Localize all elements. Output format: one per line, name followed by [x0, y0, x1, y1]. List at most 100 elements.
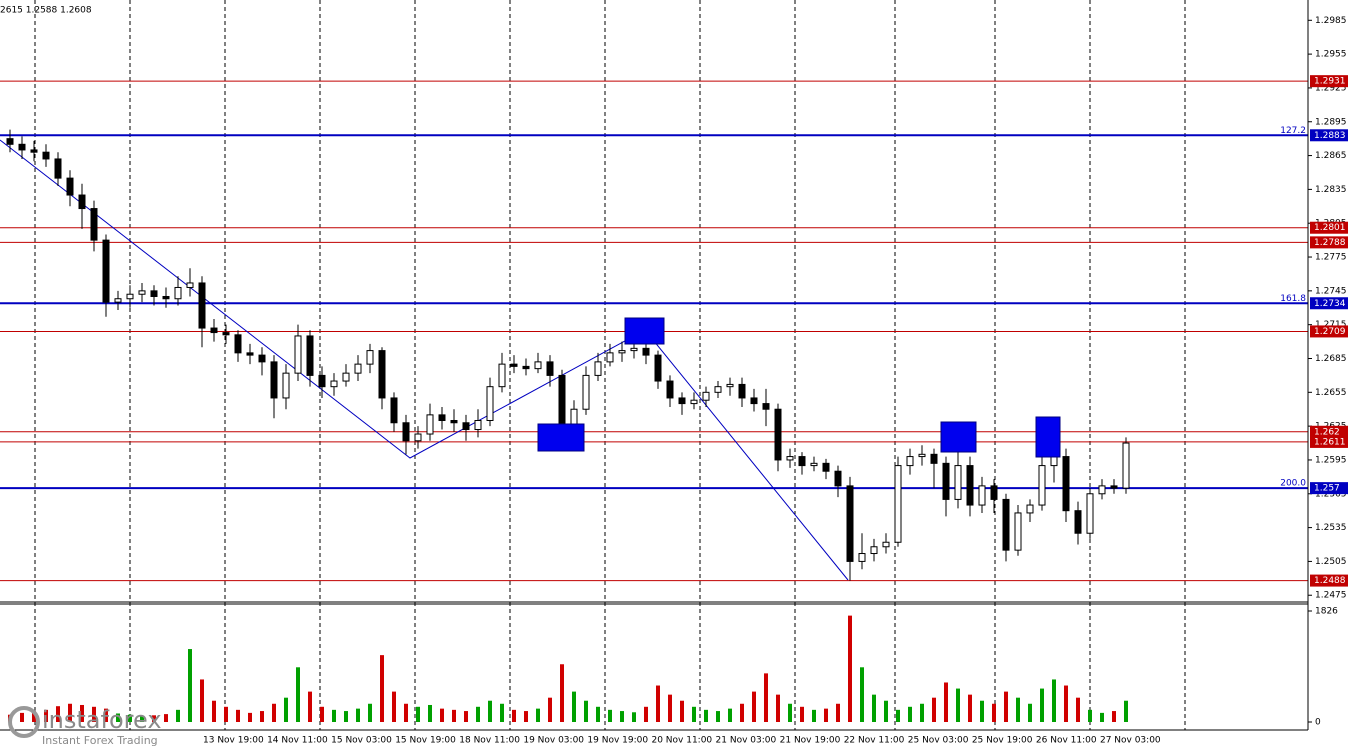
volume-bar: [188, 649, 192, 722]
fib-label: 127.2: [1280, 126, 1306, 136]
x-tick-label: 26 Nov 11:00: [1036, 736, 1097, 746]
volume-bar: [248, 712, 252, 722]
candle-body: [882, 541, 890, 548]
volume-bar: [500, 703, 504, 722]
x-tick-label: 21 Nov 19:00: [780, 736, 841, 746]
watermark-subtext: Instant Forex Trading: [42, 734, 158, 747]
candle-body: [666, 380, 674, 399]
candle-body: [510, 363, 518, 367]
y-tick-label: 1.2535: [1315, 523, 1347, 533]
volume-bar: [104, 708, 108, 722]
volume-bar: [452, 709, 456, 722]
level-label-box: [1310, 574, 1348, 587]
fib-label: 200.0: [1280, 479, 1306, 489]
volume-bar: [644, 706, 648, 722]
volume-bar: [176, 709, 180, 722]
x-tick-label: 27 Nov 03:00: [1100, 736, 1161, 746]
volume-bar: [716, 711, 720, 722]
volume-bar: [428, 704, 432, 722]
volume-bar: [164, 714, 168, 722]
candle-body: [966, 465, 974, 506]
candle-body: [450, 419, 458, 424]
candle-body: [726, 383, 734, 388]
volume-bar: [656, 685, 660, 722]
volume-bar: [548, 697, 552, 722]
volume-bar: [332, 709, 336, 722]
candle-body: [942, 462, 950, 500]
candle-body: [306, 335, 314, 376]
candle-body: [114, 298, 122, 303]
candle-body: [150, 290, 158, 297]
level-label: 1.262: [1314, 427, 1340, 437]
axes: 1.2985 1.2955 1.2925 1.2895 1.2865 1.2835 1.28…: [203, 16, 1348, 746]
volume-bar: [584, 700, 588, 722]
candle-body: [462, 422, 470, 431]
candle-body: [618, 350, 626, 354]
volume-tick-label: 0: [1315, 718, 1321, 728]
candle-body: [786, 456, 794, 461]
candle-body: [66, 177, 74, 196]
volume-bar: [1112, 711, 1116, 722]
volume-bar: [908, 706, 912, 722]
candle-body: [606, 352, 614, 363]
level-label-box: [1310, 482, 1348, 495]
volume-bar: [476, 706, 480, 722]
volume-bar: [632, 712, 636, 722]
candle-body: [474, 419, 482, 431]
candle-body: [246, 352, 254, 356]
candle-body: [18, 143, 26, 151]
level-label-box: [1310, 75, 1348, 88]
fib-label: 161.8: [1280, 294, 1306, 304]
candle-body: [222, 332, 230, 336]
y-tick-label: 1.2865: [1315, 151, 1347, 161]
candle-body: [930, 453, 938, 464]
candle-body: [390, 397, 398, 424]
candle-body: [138, 290, 146, 295]
volume-bar: [740, 703, 744, 722]
volume-bar: [620, 711, 624, 722]
candle-body: [486, 386, 494, 421]
candle-body: [210, 327, 218, 334]
volume-bar: [524, 711, 528, 722]
watermark-text: instaforex: [42, 706, 162, 734]
candle-body: [126, 293, 134, 300]
volume-bar: [1064, 685, 1068, 722]
level-label: 1.2488: [1314, 576, 1346, 586]
level-label: 1.2883: [1314, 131, 1346, 141]
volume-bar: [128, 714, 132, 722]
candle-body: [870, 546, 878, 555]
level-label-box: [1310, 129, 1348, 142]
volume-bar: [488, 700, 492, 722]
candle-body: [282, 372, 290, 399]
candle-body: [378, 350, 386, 399]
candle-body: [1026, 504, 1034, 514]
candle-body: [162, 295, 170, 300]
candle-body: [366, 350, 374, 365]
candle-body: [894, 465, 902, 543]
candle-body: [54, 158, 62, 179]
volume-bar: [860, 667, 864, 722]
candle-body: [534, 361, 542, 370]
candle-body: [1086, 493, 1094, 534]
volume-bar: [956, 688, 960, 722]
candle-body: [642, 347, 650, 356]
volume-bar: [800, 706, 804, 722]
candle-body: [30, 149, 38, 153]
volume-bar: [1076, 697, 1080, 722]
y-tick-label: 1.2565: [1315, 489, 1347, 499]
volume-bar: [776, 694, 780, 722]
highlight-boxes: [537, 317, 1061, 458]
volume-bar: [764, 673, 768, 722]
y-tick-label: 1.2715: [1315, 320, 1347, 330]
volume-bar: [20, 712, 24, 722]
volume-bar: [1028, 703, 1032, 722]
y-tick-label: 1.2655: [1315, 388, 1347, 398]
volume-bar: [200, 679, 204, 722]
watermark: instaforex Instant Forex Trading: [8, 706, 162, 747]
volume-bar: [116, 713, 120, 722]
volume-bar: [944, 682, 948, 722]
candle-body: [174, 286, 182, 300]
volume-bar: [32, 711, 36, 722]
volume-bar: [680, 700, 684, 722]
